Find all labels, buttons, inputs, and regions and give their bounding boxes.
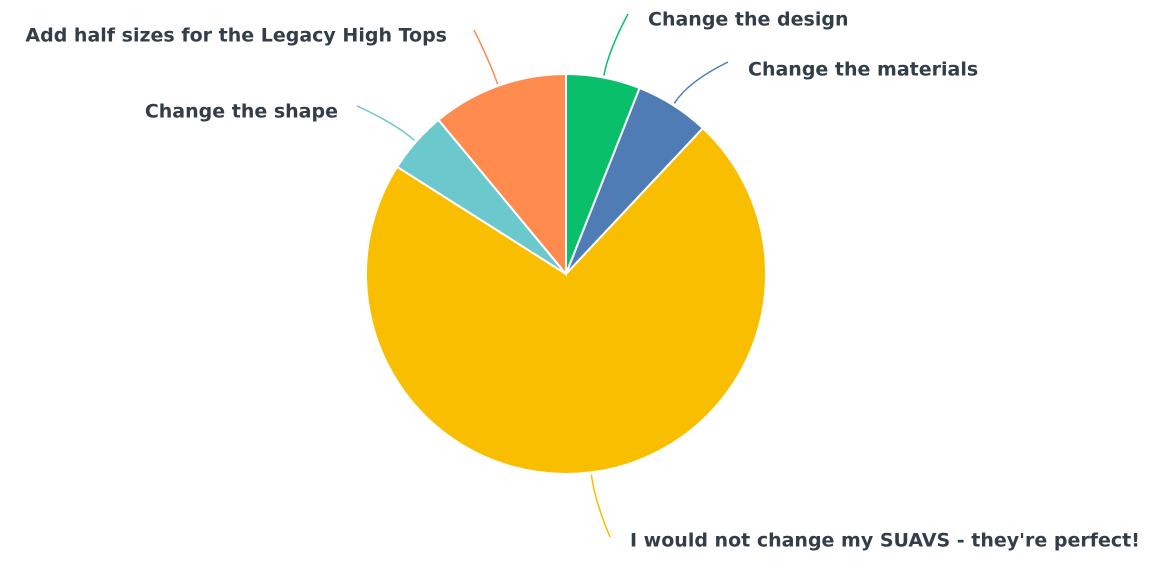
leader-line bbox=[603, 13, 629, 76]
pie-slice bbox=[365, 126, 767, 475]
slice-label: Add half sizes for the Legacy High Tops bbox=[25, 25, 447, 47]
slice-label: Change the materials bbox=[748, 59, 978, 81]
slice-label: I would not change my SUAVS - they're pe… bbox=[630, 530, 1140, 552]
leader-line bbox=[356, 105, 415, 141]
leader-line bbox=[473, 29, 499, 85]
leader-line bbox=[590, 474, 611, 538]
slice-label: Change the design bbox=[648, 9, 848, 31]
slice-label: Change the shape bbox=[145, 101, 338, 123]
pie-slice bbox=[437, 72, 567, 277]
leader-line bbox=[673, 61, 729, 104]
